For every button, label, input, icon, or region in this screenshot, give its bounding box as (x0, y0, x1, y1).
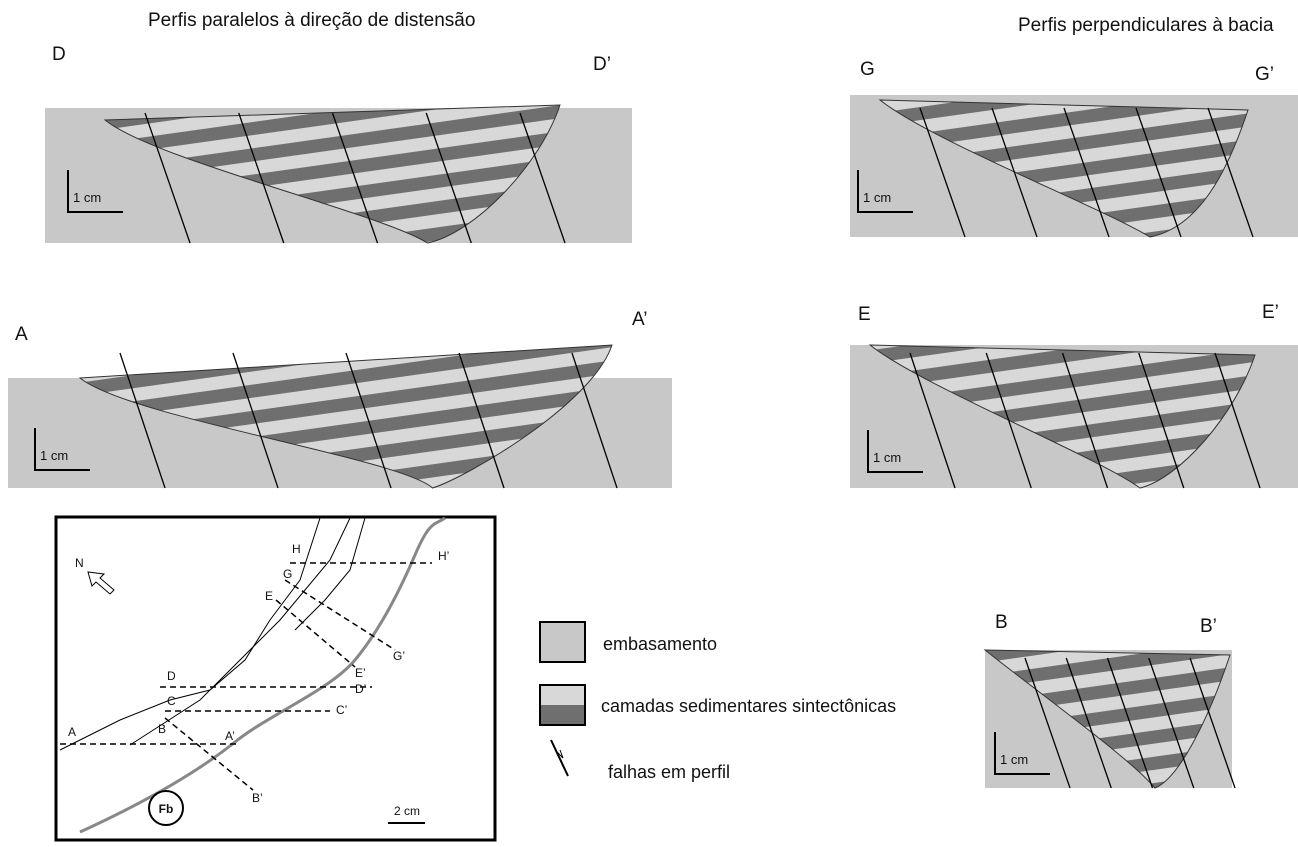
profile-start: G (860, 59, 875, 80)
profile-end: B’ (1200, 616, 1217, 637)
profile-end: D’ (593, 54, 611, 75)
line-end: D’ (355, 682, 366, 696)
profile-end: A’ (632, 309, 647, 330)
legend: embasamento camadas sedimentares sintect… (540, 622, 896, 782)
line-start: B (158, 722, 166, 736)
legend-text: embasamento (603, 634, 717, 654)
line-start: E (265, 589, 273, 603)
line-end: G’ (393, 649, 405, 663)
legend-text: falhas em perfil (608, 762, 730, 782)
line-end: A’ (225, 729, 235, 743)
profile-end: G’ (1255, 64, 1274, 85)
line-end: B’ (252, 791, 263, 805)
heading: Perfis paralelos à direção de distensão (148, 10, 475, 31)
north: N (75, 556, 84, 570)
scale-label: 1 cm (1000, 752, 1028, 767)
line-start: H (292, 542, 301, 556)
scale-label: 1 cm (873, 450, 901, 465)
map-label: Fb (159, 802, 174, 816)
figure: Perfis paralelos à direção de distensão … (0, 0, 1298, 842)
profile-start: B (995, 612, 1008, 633)
profile: D D’ 1 cm (45, 44, 632, 243)
map: Fb 2 cm N H H’ G G’ E E’ D D’ C C’ B B’ A A’ (56, 517, 495, 840)
scale-label: 1 cm (863, 190, 891, 205)
heading: Perfis perpendiculares à bacia (1018, 15, 1274, 36)
profile: B B’ 1 cm (985, 612, 1235, 788)
legend-text: camadas sedimentares sintectônicas (601, 696, 896, 716)
line-start: G (283, 567, 292, 581)
profile-start: A (15, 324, 28, 345)
map-scale: 2 cm (394, 804, 420, 818)
line-end: C’ (336, 703, 347, 717)
profile-end: E’ (1262, 302, 1279, 323)
profile: A A’ 1 cm (8, 309, 672, 488)
profile: E E’ 1 cm (850, 302, 1298, 488)
profile-start: E (858, 304, 871, 325)
profile: G G’ 1 cm (850, 59, 1298, 237)
scale-label: 1 cm (40, 448, 68, 463)
line-start: A (68, 725, 76, 739)
line-start: D (167, 669, 176, 683)
line-start: C (167, 694, 176, 708)
line-end: H’ (438, 549, 449, 563)
profile-start: D (52, 44, 66, 65)
scale-label: 1 cm (73, 190, 101, 205)
line-end: E’ (355, 666, 366, 680)
